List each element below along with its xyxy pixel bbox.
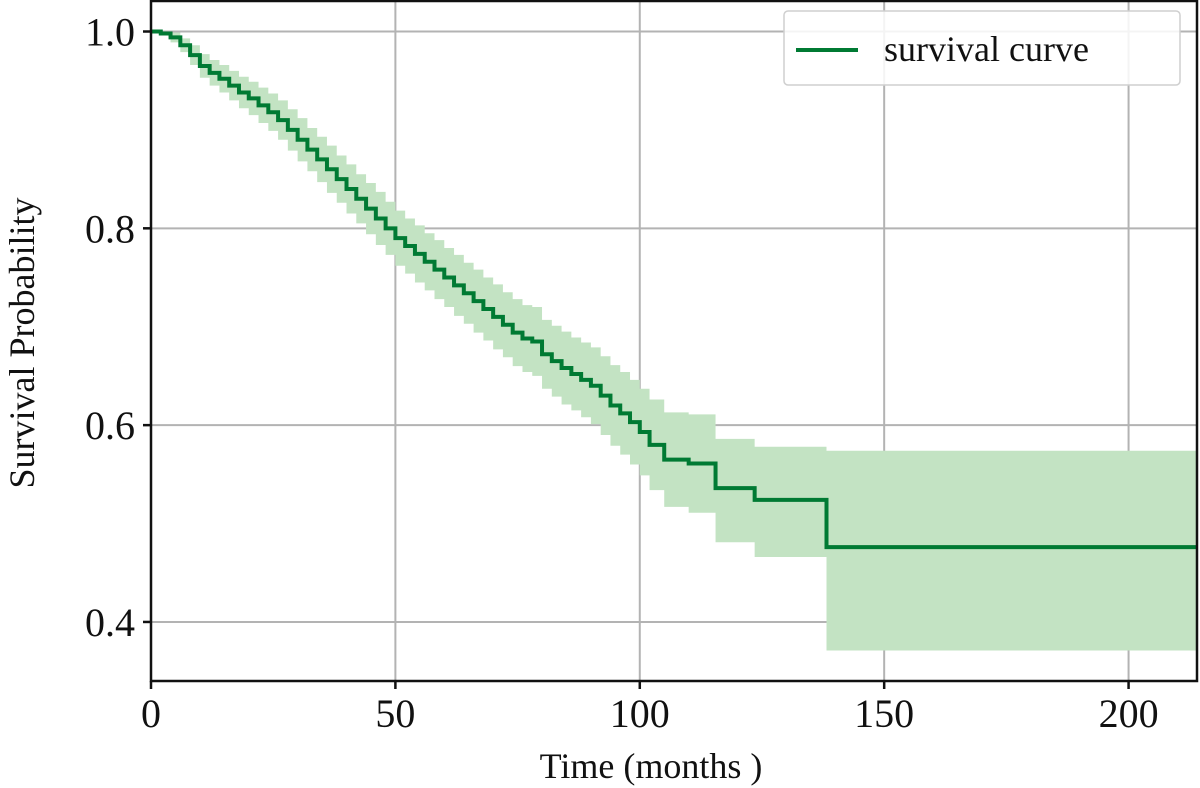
y-tick-label: 0.4 [85, 600, 135, 645]
y-tick-label: 0.6 [85, 403, 135, 448]
x-tick-label: 0 [141, 691, 161, 736]
axis-ticks: 0 50 100 150 200 0.4 0.6 0.8 1.0 [85, 10, 1159, 736]
y-tick-label: 0.8 [85, 206, 135, 251]
x-tick-label: 150 [854, 691, 914, 736]
legend-box [783, 10, 1181, 86]
legend-label: survival curve [884, 29, 1089, 69]
x-axis-label: Time (months ) [540, 746, 763, 786]
survival-curve-line [151, 29, 1197, 550]
x-tick-label: 100 [610, 691, 670, 736]
confidence-band [151, 31, 1197, 651]
legend: survival curve [783, 10, 1181, 86]
x-tick-label: 200 [1099, 691, 1159, 736]
x-tick-label: 50 [375, 691, 415, 736]
plot-frame [149, 0, 1199, 683]
y-axis-label: Survival Probability [2, 198, 42, 489]
y-tick-label: 1.0 [85, 10, 135, 55]
